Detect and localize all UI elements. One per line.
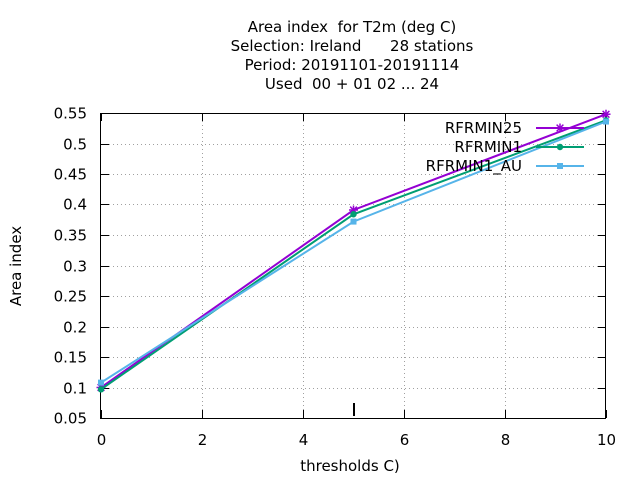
y-tick-label: 0.45: [54, 166, 87, 184]
data-point-star: [555, 123, 565, 133]
y-axis-label: Area index: [7, 226, 25, 306]
x-tick-label: 10: [597, 431, 616, 449]
x-tick-label: 4: [299, 431, 309, 449]
data-point-circle: [556, 143, 564, 151]
series-line: [100, 120, 607, 384]
legend-label: RFRMIN1_AU: [426, 157, 522, 176]
chart-title-line-4: Used 00 + 01 02 ... 24: [264, 75, 440, 93]
grid-lines: [101, 113, 606, 418]
y-tick-label: 0.4: [63, 196, 87, 214]
series-line: [100, 113, 607, 389]
chart-title-line-3: Period: 20191101-20191114: [244, 56, 460, 74]
y-tick-label: 0.3: [63, 258, 87, 276]
y-tick-label: 0.55: [54, 105, 87, 123]
x-tick-label: 0: [97, 431, 107, 449]
data-point-square: [603, 118, 609, 125]
chart-title-line-2: Selection: Ireland 28 stations: [230, 37, 474, 55]
y-tick-label: 0.1: [63, 380, 87, 398]
x-tick-label: 8: [501, 431, 511, 449]
series-rfrmin1-au: [98, 118, 609, 386]
series-rfrmin1: [97, 117, 610, 393]
axis-ticks: 0.05 0.1 0.15 0.2 0.25 0.3 0.35 0.4 0.45 0.5 0.55 0…: [54, 105, 616, 450]
data-point-square: [557, 163, 563, 169]
data-point-square: [350, 218, 357, 225]
x-tick-label: 2: [198, 431, 208, 449]
y-tick-label: 0.25: [54, 288, 87, 306]
x-tick-label: 6: [400, 431, 410, 449]
data-point-circle: [350, 211, 357, 218]
series-group: [96, 109, 611, 393]
y-tick-label: 0.15: [54, 349, 87, 367]
chart-title-line-1: Area index for T2m (deg C): [247, 18, 457, 36]
series-rfrmin25: [96, 109, 611, 392]
legend-label: RFRMIN25: [445, 119, 522, 137]
data-point-circle: [97, 386, 105, 393]
y-tick-label: 0.35: [54, 227, 87, 245]
y-tick-label: 0.05: [54, 410, 87, 428]
data-point-square: [98, 379, 104, 386]
x-axis-label: thresholds C): [300, 457, 400, 475]
series-line: [100, 119, 607, 391]
y-tick-label: 0.2: [63, 319, 87, 337]
y-tick-label: 0.5: [63, 136, 87, 154]
legend-label: RFRMIN1: [454, 138, 522, 156]
